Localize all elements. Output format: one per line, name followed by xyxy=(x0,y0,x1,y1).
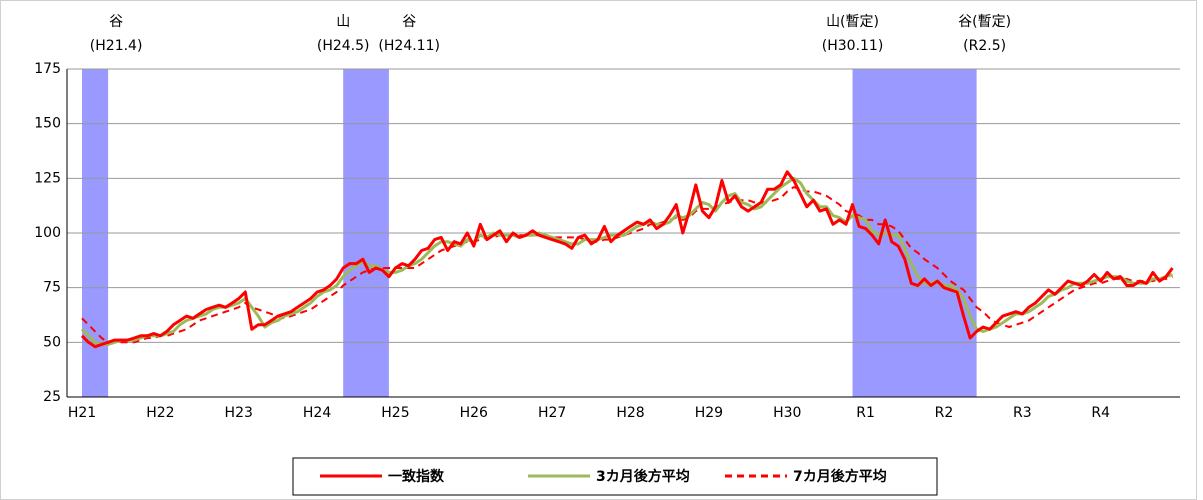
annotation-date: (H24.5) xyxy=(317,38,370,54)
x-tick-label: H23 xyxy=(225,405,253,421)
legend-label: 3カ月後方平均 xyxy=(596,468,690,485)
x-tick-label: H30 xyxy=(773,405,801,421)
annotation-label: 谷(暫定) xyxy=(958,14,1011,30)
series-line xyxy=(80,170,1174,349)
annotation-label: 山 xyxy=(336,14,350,30)
y-tick-label: 125 xyxy=(34,170,61,186)
x-tick-label: H22 xyxy=(146,405,174,421)
y-tick-label: 150 xyxy=(34,116,61,132)
y-tick-label: 75 xyxy=(43,280,61,296)
annotation-date: (H24.11) xyxy=(378,38,440,54)
annotation-label: 谷 xyxy=(402,14,416,30)
y-tick-label: 25 xyxy=(43,389,61,405)
x-tick-label: H29 xyxy=(695,405,723,421)
x-tick-label: H28 xyxy=(616,405,644,421)
annotation-date: (H30.11) xyxy=(822,38,884,54)
x-tick-label: R2 xyxy=(935,405,954,421)
y-tick-label: 50 xyxy=(43,334,61,350)
x-tick-label: R4 xyxy=(1091,405,1110,421)
y-tick-label: 175 xyxy=(34,61,61,77)
annotation-date: (H21.4) xyxy=(90,38,143,54)
x-tick-label: H27 xyxy=(538,405,566,421)
annotation-date: (R2.5) xyxy=(963,38,1006,54)
x-tick-label: R3 xyxy=(1013,405,1032,421)
annotation-label: 山(暫定) xyxy=(826,14,879,30)
x-tick-label: H21 xyxy=(68,405,96,421)
x-tick-label: H25 xyxy=(381,405,409,421)
y-tick-label: 100 xyxy=(34,225,61,241)
legend-box xyxy=(292,457,938,496)
legend-label: 7カ月後方平均 xyxy=(793,468,887,485)
annotation-label: 谷 xyxy=(109,14,123,30)
x-tick-label: H24 xyxy=(303,405,331,421)
x-tick-label: H26 xyxy=(460,405,488,421)
legend-label: 一致指数 xyxy=(388,468,445,485)
x-tick-label: R1 xyxy=(856,405,875,421)
